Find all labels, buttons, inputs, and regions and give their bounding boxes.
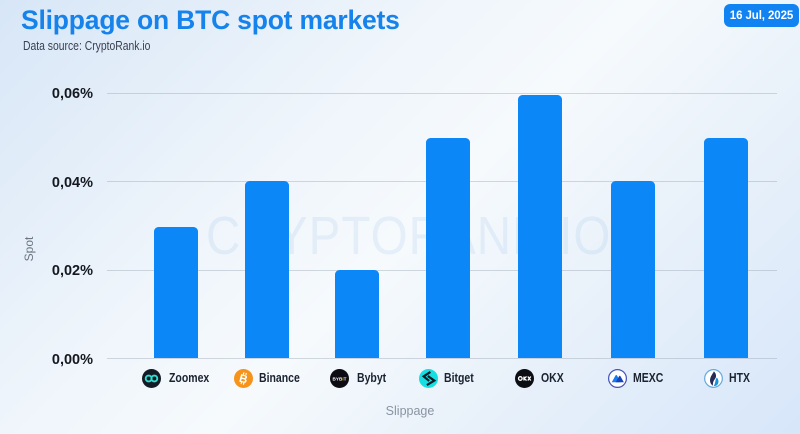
svg-text:B: B [237,372,248,386]
svg-text:BYBIT: BYBIT [332,376,346,381]
